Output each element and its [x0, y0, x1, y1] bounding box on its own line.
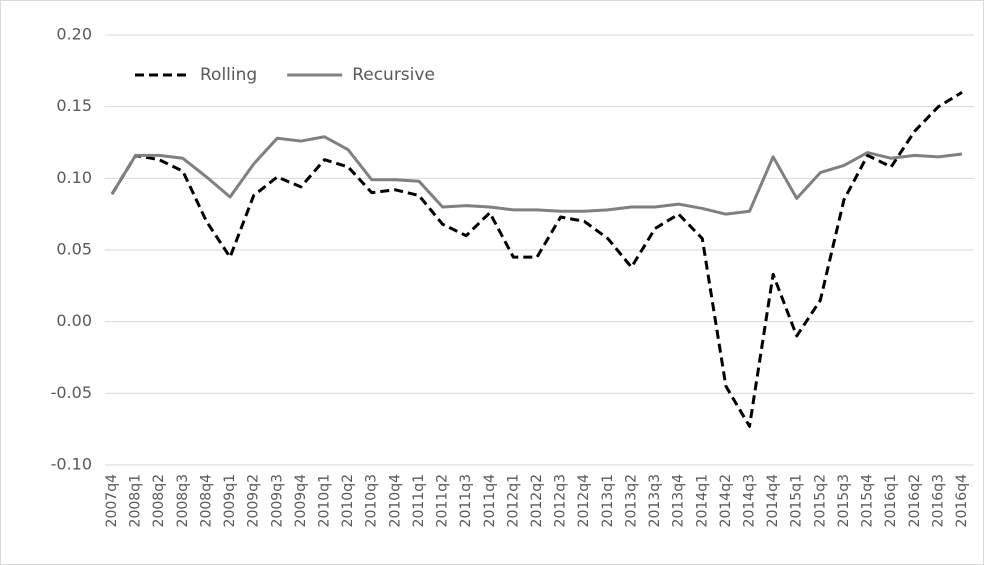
x-tick-label: 2016q4: [954, 474, 970, 528]
x-tick-label: 2016q3: [930, 474, 946, 527]
series-line: [110, 91, 963, 428]
x-tick-label: 2011q3: [458, 474, 474, 527]
x-tick-label: 2015q1: [789, 474, 805, 527]
x-tick-label: 2014q4: [765, 474, 781, 528]
y-tick-label: 0.00: [56, 311, 92, 330]
x-tick-label: 2009q1: [222, 474, 238, 527]
y-tick-label: 0.15: [56, 96, 92, 115]
legend-label: Rolling: [200, 65, 257, 85]
x-tick-label: 2008q4: [198, 474, 214, 528]
x-tick-label: 2014q1: [694, 474, 710, 527]
x-tick-label: 2008q1: [128, 474, 144, 527]
x-tick-label: 2007q4: [104, 474, 120, 528]
x-tick-label: 2012q1: [505, 474, 521, 527]
x-tick-label: 2014q2: [718, 474, 734, 527]
x-tick-label: 2016q2: [907, 474, 923, 527]
x-tick-label: 2010q3: [364, 474, 380, 527]
x-tick-label: 2013q3: [647, 474, 663, 527]
y-tick-label: -0.10: [51, 455, 92, 474]
x-tick-label: 2014q3: [742, 474, 758, 527]
x-tick-label: 2010q4: [387, 474, 403, 528]
x-tick-label: 2011q4: [482, 474, 498, 528]
series-line: [110, 135, 963, 216]
x-tick-label: 2013q4: [671, 474, 687, 528]
x-tick-label: 2012q4: [576, 474, 592, 528]
y-tick-label: -0.05: [51, 383, 92, 402]
y-tick-label: 0.10: [56, 168, 92, 187]
x-tick-label: 2012q2: [529, 474, 545, 527]
x-tick-label: 2015q3: [836, 474, 852, 527]
x-tick-label: 2009q4: [293, 474, 309, 528]
x-tick-label: 2011q2: [435, 474, 451, 527]
legend-label: Recursive: [352, 65, 435, 85]
x-tick-label: 2013q1: [600, 474, 616, 527]
x-tick-label: 2015q4: [860, 474, 876, 528]
x-tick-label: 2008q2: [151, 474, 167, 527]
x-tick-label: 2016q1: [883, 474, 899, 527]
x-tick-label: 2008q3: [175, 474, 191, 527]
x-tick-label: 2011q1: [411, 474, 427, 527]
x-tick-label: 2010q2: [340, 474, 356, 527]
y-tick-label: 0.20: [56, 25, 92, 44]
y-tick-label: 0.05: [56, 240, 92, 259]
x-tick-label: 2009q2: [246, 474, 262, 527]
x-tick-label: 2012q3: [553, 474, 569, 527]
x-tick-label: 2010q1: [317, 474, 333, 527]
x-tick-label: 2013q2: [623, 474, 639, 527]
x-tick-label: 2015q2: [812, 474, 828, 527]
x-tick-label: 2009q3: [269, 474, 285, 527]
